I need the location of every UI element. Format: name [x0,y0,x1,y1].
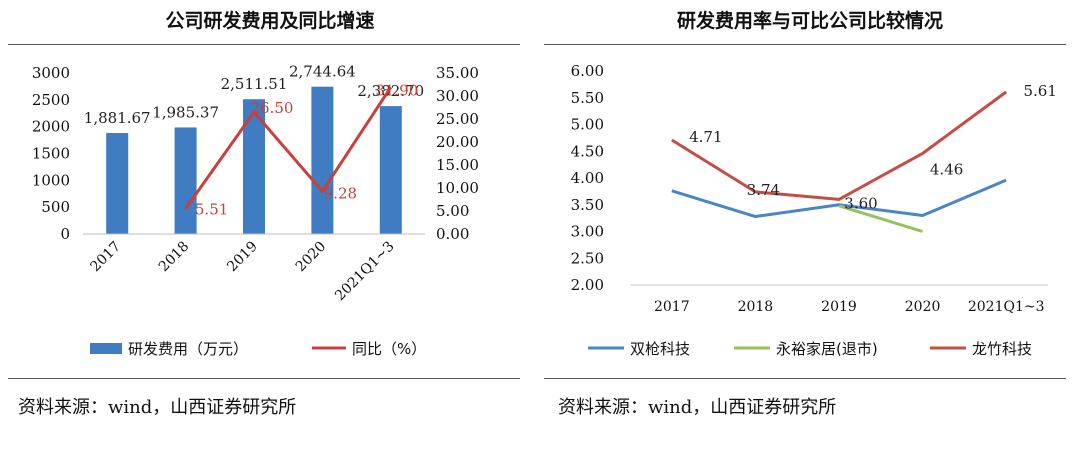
left-y-tick-label: 1000 [32,171,70,189]
longzhu-value-label: 5.61 [1023,82,1056,100]
longzhu-line [671,90,1008,201]
y-tick-label: 5.50 [571,89,604,107]
y-tick-label: 2.00 [571,276,604,294]
growth-value-label: 5.51 [195,201,228,219]
y-tick-label: 6.00 [571,62,604,80]
rd-expense-bar [243,99,265,234]
right-y-tick-label: 25.00 [436,110,479,128]
shuangqiang-line [671,178,1007,219]
rd-expense-bar [174,127,197,234]
x-category-label: 2021Q1~3 [968,299,1045,315]
right-y-tick-label: 30.00 [436,87,479,105]
legend-label: 研发费用（万元） [128,340,248,358]
left-source-rule [8,378,520,379]
legend-label: 同比（%） [352,340,426,358]
left-y-tick-label: 0 [60,225,70,243]
y-tick-label: 4.00 [571,169,604,187]
x-category-label: 2020 [293,239,330,276]
x-category-label: 2018 [738,299,774,315]
x-category-label: 2021Q1~3 [332,239,398,305]
right-y-tick-label: 35.00 [436,64,479,82]
right-chart: 2.00 2.50 3.00 3.50 4.00 4.50 5.00 5.50 6.00 2017… [571,62,1057,358]
legend-swatch-bar [90,343,122,354]
y-tick-label: 5.00 [571,116,604,134]
rd-expense-bar [311,86,334,235]
left-title-rule [8,44,520,45]
x-category-label: 2020 [905,299,941,315]
bar-value-label: 2,382.70 [357,82,424,100]
y-tick-label: 3.50 [571,196,604,214]
left-y-tick-label: 2000 [32,118,70,136]
left-chart: 0 500 1000 1500 2000 2500 3000 0.00 5.00 10.00 15.… [32,63,479,358]
rd-expense-bar [379,106,402,234]
legend-label: 龙竹科技 [972,340,1032,358]
right-title-rule [544,44,1066,45]
longzhu-value-label: 3.74 [747,181,780,199]
left-y-tick-label: 1500 [32,145,70,163]
longzhu-value-label: 4.71 [689,128,722,146]
bar-value-label: 2,744.64 [289,63,356,81]
y-tick-label: 4.50 [571,142,604,160]
bar-value-label: 2,511.51 [221,75,288,93]
longzhu-value-label: 3.60 [844,194,877,212]
right-y-tick-label: 5.00 [436,202,469,220]
left-y-tick-label: 2500 [32,91,70,109]
left-chart-title: 公司研发费用及同比增速 [165,10,375,32]
legend-label: 永裕家居(退市) [776,340,878,358]
right-source-note: 资料来源：wind，山西证券研究所 [558,397,837,418]
left-source-note: 资料来源：wind，山西证券研究所 [18,397,297,418]
longzhu-value-label: 4.46 [930,160,963,178]
right-y-tick-label: 20.00 [436,133,479,151]
growth-value-label: 9.28 [324,184,357,202]
right-y-tick-label: 0.00 [436,225,469,243]
yoy-growth-line [184,86,393,210]
x-category-label: 2019 [821,299,857,315]
left-chart-panel: 公司研发费用及同比增速 0 500 1000 1500 2000 2500 3000 0.00… [8,10,520,418]
yongyu-line [838,204,924,233]
x-category-label: 2019 [224,239,261,276]
growth-value-label: 31.90 [375,81,418,99]
x-category-label: 2017 [88,239,125,276]
right-source-rule [544,378,1066,379]
x-category-label: 2018 [156,239,193,276]
x-category-label: 2017 [654,299,690,315]
left-y-tick-label: 3000 [32,64,70,82]
y-tick-label: 3.00 [571,223,604,241]
y-tick-label: 2.50 [571,249,604,267]
bar-value-label: 1,985.37 [152,103,219,121]
right-y-tick-label: 15.00 [436,156,479,174]
rd-expense-bar [106,133,129,234]
right-chart-title: 研发费用率与可比公司比较情况 [676,10,943,32]
growth-value-label: 26.50 [251,99,294,117]
bar-value-label: 1,881.67 [84,109,151,127]
right-chart-panel: 研发费用率与可比公司比较情况 2.00 2.50 3.00 3.50 4.00 4.50 5… [540,0,1080,462]
left-y-tick-label: 500 [41,198,70,216]
right-y-tick-label: 10.00 [436,179,479,197]
legend-label: 双枪科技 [630,340,690,358]
